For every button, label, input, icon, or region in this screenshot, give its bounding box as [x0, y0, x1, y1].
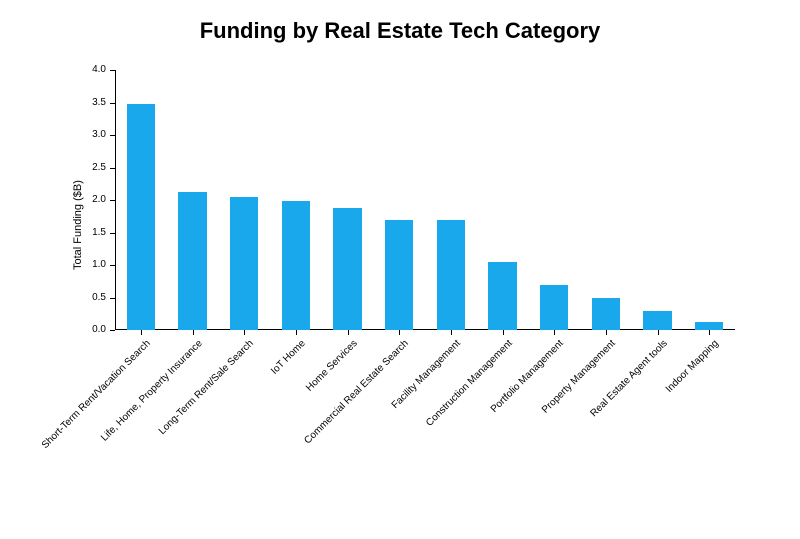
y-tick-label: 0.0 [66, 324, 106, 335]
x-tick-mark [503, 330, 504, 335]
x-tick-mark [193, 330, 194, 335]
x-tick-mark [709, 330, 710, 335]
y-tick-mark [110, 135, 115, 136]
plot-area: 0.00.51.01.52.02.53.03.54.0Short-Term Re… [115, 70, 735, 330]
y-tick-mark [110, 265, 115, 266]
y-tick-mark [110, 200, 115, 201]
x-axis-line [115, 329, 735, 330]
bar [385, 220, 413, 331]
x-tick-mark [451, 330, 452, 335]
y-tick-mark [110, 298, 115, 299]
y-tick-label: 4.0 [66, 64, 106, 75]
bar [540, 285, 568, 331]
y-tick-mark [110, 233, 115, 234]
y-axis-line [115, 70, 116, 330]
x-tick-mark [606, 330, 607, 335]
bar [488, 262, 516, 330]
y-tick-label: 3.0 [66, 129, 106, 140]
bar [230, 197, 258, 330]
y-tick-label: 2.5 [66, 162, 106, 173]
bar [127, 104, 155, 330]
y-tick-mark [110, 103, 115, 104]
x-tick-mark [658, 330, 659, 335]
x-tick-mark [244, 330, 245, 335]
y-tick-label: 1.5 [66, 227, 106, 238]
x-tick-mark [348, 330, 349, 335]
bar [437, 220, 465, 331]
y-tick-mark [110, 330, 115, 331]
y-tick-mark [110, 70, 115, 71]
bar [333, 208, 361, 330]
bar [282, 201, 310, 330]
chart-container: Funding by Real Estate Tech Category Tot… [0, 0, 800, 539]
x-tick-mark [399, 330, 400, 335]
x-tick-mark [141, 330, 142, 335]
y-tick-label: 0.5 [66, 292, 106, 303]
bar [643, 311, 671, 331]
y-tick-label: 1.0 [66, 259, 106, 270]
bar [178, 192, 206, 330]
y-tick-label: 2.0 [66, 194, 106, 205]
bar [695, 322, 723, 330]
bar [592, 298, 620, 331]
y-tick-mark [110, 168, 115, 169]
y-tick-label: 3.5 [66, 97, 106, 108]
x-tick-mark [554, 330, 555, 335]
x-tick-mark [296, 330, 297, 335]
chart-title: Funding by Real Estate Tech Category [0, 18, 800, 44]
